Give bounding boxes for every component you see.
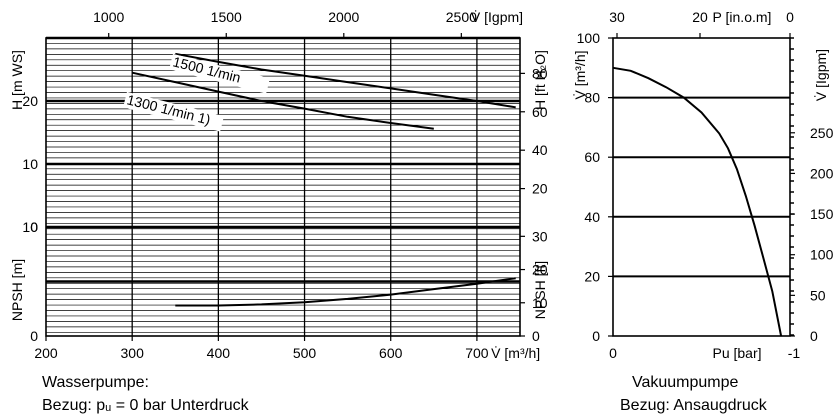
curve-label-bg	[123, 91, 224, 132]
y-right-axis-label: H [ft H₂O]	[532, 50, 548, 110]
y-left-tick-label: 10	[22, 219, 38, 235]
y-right-tick-label: 30	[532, 228, 548, 244]
vacuum-pump-reference: Bezug: Ansaugdruck	[620, 397, 767, 414]
y-right-tick-label: 20	[532, 262, 548, 278]
vacuum-x-top-tick-label: 0	[786, 9, 794, 25]
vacuum-pump-title: Vakuumpumpe	[632, 374, 739, 391]
vacuum-y-tick-label: 100	[577, 30, 601, 46]
x-top-tick-label: 1000	[93, 9, 124, 25]
vacuum-y-tick-label: 40	[584, 209, 600, 225]
y-left-tick-label: 0	[30, 328, 38, 344]
x-top-tick-label: 2000	[328, 9, 359, 25]
vacuum-x-axis-label: Pu [bar]	[712, 345, 761, 361]
vacuum-y-right-tick-label: 0	[810, 328, 818, 344]
y-left-axis-label: NPSH [m]	[9, 259, 25, 321]
x-tick-label: 500	[293, 345, 317, 361]
y-right-tick-label: 80	[532, 65, 548, 81]
vacuum-y-right-tick-label: 250	[810, 125, 834, 141]
npsh-curve	[175, 277, 516, 307]
vacuum-x-top-axis-label: P [in.o.m]	[713, 9, 772, 25]
y-right-tick-label: 20	[532, 181, 548, 197]
vacuum-y-right-tick-label: 50	[810, 287, 826, 303]
head-curve	[131, 71, 434, 130]
vacuum-y-axis-label: V̇ [m³/h]	[572, 50, 588, 99]
x-top-tick-label: 2500	[446, 9, 477, 25]
y-right-axis-label: NPSH [ft]	[532, 261, 548, 319]
x-top-axis-label: V̇ [Igpm]	[471, 9, 523, 25]
vacuum-x-tick-label: 0	[609, 345, 617, 361]
vacuum-y-right-tick-label: 100	[810, 247, 834, 263]
vacuum-y-tick-label: 20	[584, 268, 600, 284]
y-left-tick-label: 20	[22, 93, 38, 109]
vacuum-y-tick-label: 0	[592, 328, 600, 344]
x-tick-label: 300	[121, 345, 145, 361]
curve-label-bg	[169, 53, 270, 94]
curve-label: 1300 1/min 1)	[125, 91, 212, 127]
y-left-tick-label: 0	[30, 219, 38, 235]
y-right-tick-label: 0	[532, 328, 540, 344]
y-right-tick-label: 10	[532, 295, 548, 311]
vacuum-x-tick-label: -1	[788, 345, 801, 361]
x-axis-label: V̇ [m³/h]	[491, 345, 540, 361]
y-right-tick-label: 40	[532, 142, 548, 158]
y-left-tick-label: 10	[22, 156, 38, 172]
y-left-axis-label: H [m WS]	[9, 50, 25, 110]
x-tick-label: 600	[379, 345, 403, 361]
vacuum-curve	[612, 66, 783, 337]
water-pump-frame	[45, 37, 521, 337]
vacuum-y-tick-label: 80	[584, 90, 600, 106]
vacuum-y-tick-label: 60	[584, 149, 600, 165]
curve-label: 1500 1/min	[171, 53, 242, 85]
water-pump-reference: Bezug: pᵤ = 0 bar Unterdruck	[42, 397, 249, 414]
head-curve	[175, 52, 516, 109]
vacuum-y-right-axis-label: V̇ [Igpm]	[813, 49, 829, 101]
x-tick-label: 400	[207, 345, 231, 361]
x-tick-label: 200	[34, 345, 58, 361]
vacuum-pump-frame	[612, 37, 791, 337]
vacuum-y-right-tick-label: 200	[810, 165, 834, 181]
vacuum-x-top-tick-label: 30	[609, 9, 625, 25]
water-pump-title: Wasserpumpe:	[42, 374, 149, 391]
x-top-tick-label: 1500	[211, 9, 242, 25]
x-tick-label: 700	[465, 345, 489, 361]
vacuum-y-right-tick-label: 150	[810, 206, 834, 222]
y-right-tick-label: 60	[532, 104, 548, 120]
vacuum-x-top-tick-label: 20	[692, 9, 708, 25]
